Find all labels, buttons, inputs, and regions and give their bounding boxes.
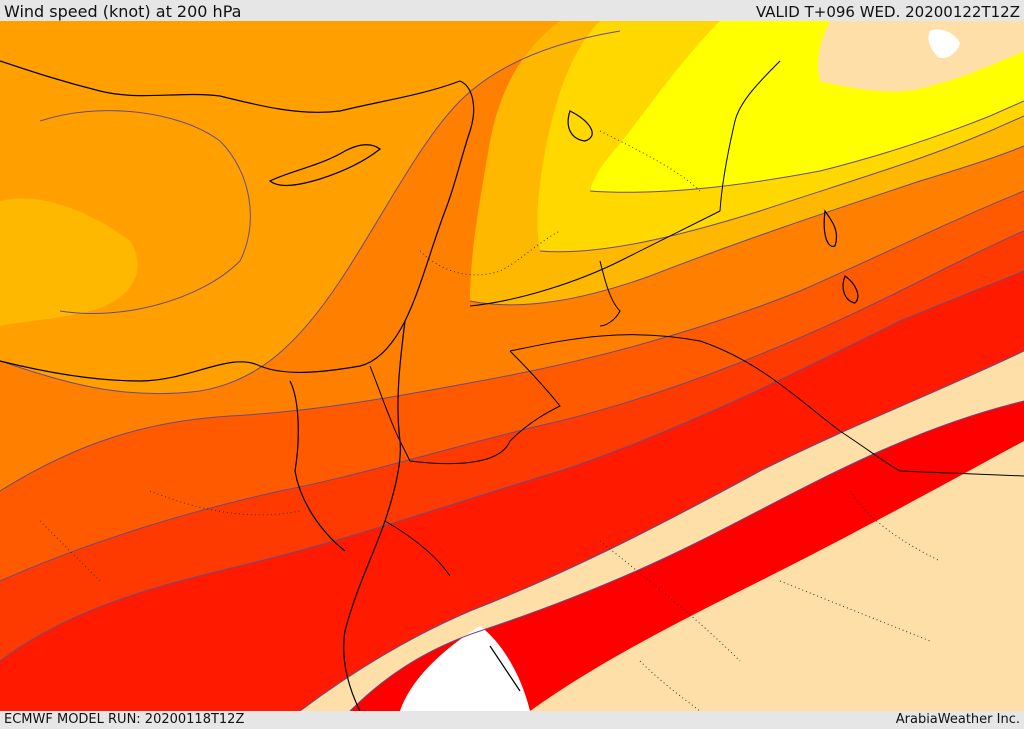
band-4	[0, 21, 1024, 394]
map-title: Wind speed (knot) at 200 hPa	[4, 2, 242, 21]
pale-ne-area	[818, 21, 1024, 92]
valid-time: VALID T+096 WED. 20200122T12Z	[755, 3, 1020, 21]
borders	[369, 60, 1024, 577]
missing-data-area	[400, 626, 530, 711]
footer-bar	[0, 711, 1024, 729]
coastlines	[0, 60, 859, 711]
pale-se-area	[530, 441, 1024, 711]
contour-lines	[0, 30, 1024, 711]
band-3b	[0, 198, 138, 326]
credit-label: ArabiaWeather Inc.	[895, 712, 1020, 727]
missing-data-north	[928, 29, 960, 59]
admin-boundaries	[39, 130, 941, 711]
wind-speed-map	[0, 21, 1024, 711]
model-run-label: ECMWF MODEL RUN: 20200118T12Z	[4, 712, 245, 727]
header-bar	[0, 0, 1024, 21]
